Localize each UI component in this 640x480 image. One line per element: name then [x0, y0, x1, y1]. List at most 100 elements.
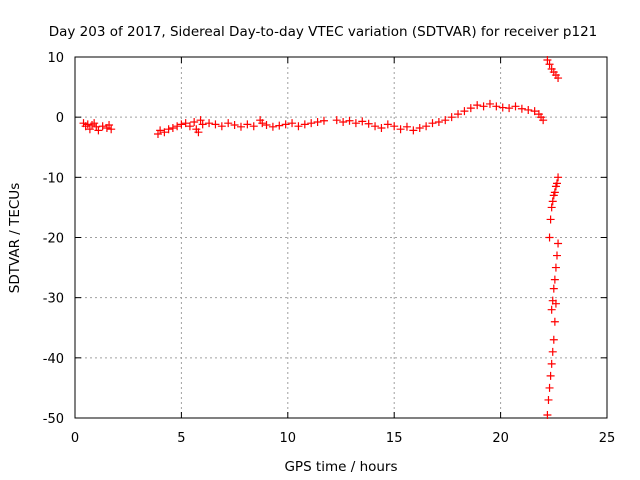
data-point	[546, 215, 555, 224]
data-point	[422, 122, 431, 131]
data-point	[190, 117, 199, 126]
data-point	[294, 122, 303, 131]
data-point	[498, 103, 507, 112]
data-point	[275, 121, 284, 130]
data-point	[548, 347, 557, 356]
data-point	[192, 125, 201, 134]
data-point	[98, 122, 107, 131]
data-point	[511, 102, 520, 111]
data-point	[517, 104, 526, 113]
data-point	[409, 126, 418, 135]
data-point	[377, 123, 386, 132]
grid-lines	[75, 57, 607, 418]
chart-title: Day 203 of 2017, Sidereal Day-to-day VTE…	[49, 24, 598, 40]
data-point	[549, 284, 558, 293]
data-point	[530, 107, 539, 116]
data-point	[485, 99, 494, 108]
data-point	[549, 335, 558, 344]
y-tick-label: -40	[43, 352, 64, 367]
data-point	[230, 120, 239, 129]
data-point	[205, 119, 214, 128]
data-point	[268, 122, 277, 131]
data-point	[551, 299, 560, 308]
data-point	[332, 116, 341, 125]
data-point	[196, 116, 205, 125]
data-point	[441, 116, 450, 125]
data-point	[473, 101, 482, 110]
y-tick-label: -10	[43, 171, 64, 186]
data-point	[83, 120, 92, 129]
data-point	[543, 410, 552, 419]
axis-ticks	[74, 56, 608, 419]
data-point	[550, 275, 559, 284]
data-point	[288, 119, 297, 128]
data-point	[262, 120, 271, 129]
data-point	[402, 122, 411, 131]
data-point	[554, 74, 563, 83]
data-point	[545, 60, 554, 69]
data-point	[547, 305, 556, 314]
data-point	[479, 102, 488, 111]
data-point	[460, 107, 469, 116]
data-point	[160, 128, 169, 137]
data-point	[543, 56, 552, 65]
y-tick-label: 0	[56, 111, 64, 126]
data-point	[492, 102, 501, 111]
data-point	[396, 125, 405, 134]
data-point	[547, 359, 556, 368]
data-point	[447, 113, 456, 122]
data-point	[364, 119, 373, 128]
x-axis-label: GPS time / hours	[284, 459, 397, 475]
data-point	[236, 122, 245, 131]
data-point	[300, 120, 309, 129]
data-point	[88, 120, 97, 129]
data-point	[177, 120, 186, 129]
data-point	[371, 122, 380, 131]
data-point	[428, 119, 437, 128]
data-point	[546, 371, 555, 380]
data-point	[505, 104, 514, 113]
x-tick-labels: 0 5 10 15 20 25	[71, 431, 615, 446]
data-point	[552, 179, 561, 188]
data-point	[539, 116, 548, 125]
data-point	[105, 120, 114, 129]
data-point	[544, 395, 553, 404]
x-tick-label: 15	[386, 431, 403, 446]
data-point	[217, 122, 226, 131]
data-point	[554, 173, 563, 182]
data-point	[358, 117, 367, 126]
data-point	[552, 251, 561, 260]
data-point	[85, 125, 94, 134]
y-tick-labels: 10 0 -10 -20 -30 -40 -50	[43, 51, 64, 427]
y-tick-label: -30	[43, 292, 64, 307]
data-point	[181, 119, 190, 128]
data-point	[307, 119, 316, 128]
y-axis-label: SDTVAR / TECUs	[7, 183, 23, 293]
data-point	[90, 119, 99, 128]
data-point	[351, 119, 360, 128]
data-point	[466, 104, 475, 113]
data-point	[345, 116, 354, 125]
data-points	[79, 56, 563, 419]
data-point	[313, 117, 322, 126]
data-point	[383, 120, 392, 129]
data-point	[164, 125, 173, 134]
data-point	[281, 120, 290, 129]
data-point	[390, 122, 399, 131]
data-point	[249, 122, 258, 131]
data-point	[550, 317, 559, 326]
data-point	[545, 383, 554, 392]
data-point	[339, 117, 348, 126]
data-point	[454, 110, 463, 119]
y-tick-label: -20	[43, 232, 64, 247]
data-point	[107, 125, 116, 134]
data-point	[524, 105, 533, 114]
data-point	[211, 120, 220, 129]
data-point	[224, 119, 233, 128]
data-point	[198, 120, 207, 129]
data-point	[545, 233, 554, 242]
data-point	[551, 263, 560, 272]
y-tick-label: -50	[43, 412, 64, 427]
x-tick-label: 0	[71, 431, 79, 446]
